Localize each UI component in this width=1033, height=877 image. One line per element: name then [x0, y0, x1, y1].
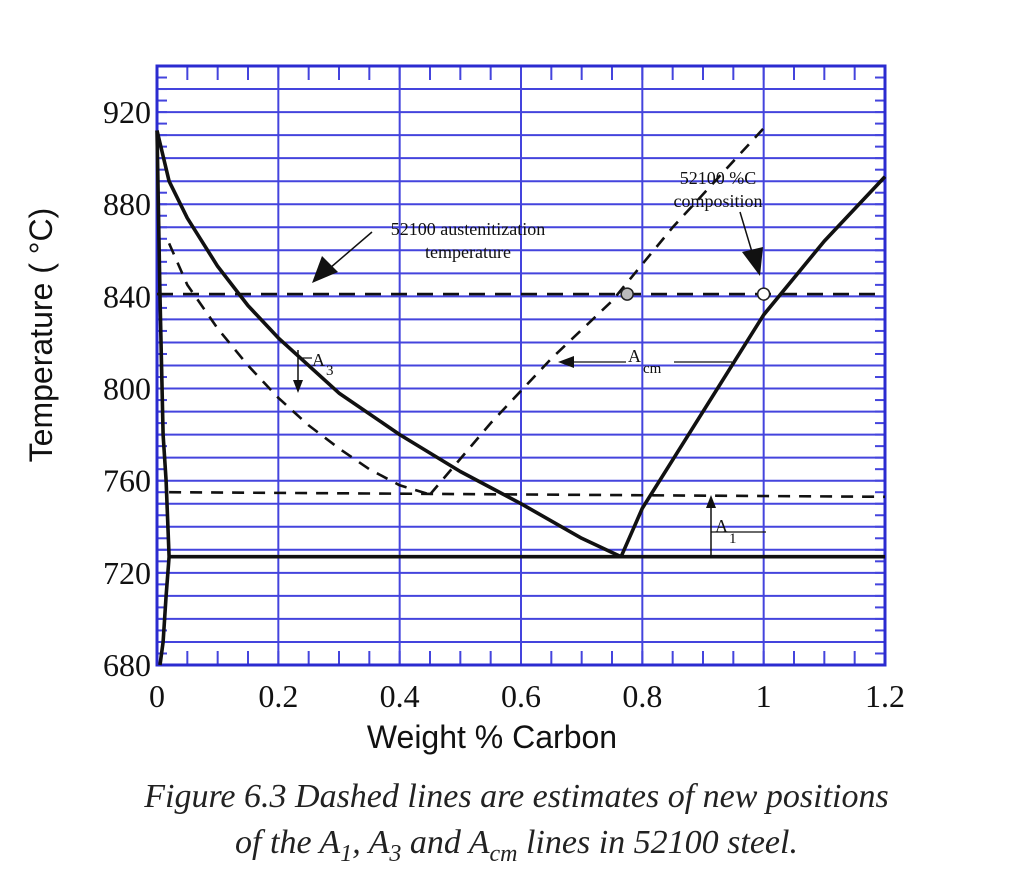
y-axis-title: Temperature ( °C) — [23, 208, 59, 463]
y-tick-label: 920 — [103, 94, 151, 130]
annotation-austenitization-label-2: temperature — [425, 242, 511, 262]
frame-ticks — [157, 66, 885, 665]
figure-caption-line-2: of the A1, A3 and Acm lines in 52100 ste… — [0, 824, 1033, 868]
annotation-a1: A 1 — [706, 495, 766, 555]
caption-sub-1: 1 — [340, 840, 353, 867]
dashed-series-line — [169, 490, 886, 499]
figure-caption-line-1: Figure 6.3 Dashed lines are estimates of… — [144, 778, 889, 815]
x-axis-title: Weight % Carbon — [367, 719, 617, 755]
caption-part-b: , A — [352, 824, 390, 861]
caption-part-d: lines in 52100 steel. — [517, 824, 798, 861]
caption-part-a: of the A — [235, 824, 341, 861]
annotation-composition-label-2: composition — [674, 191, 763, 211]
annotation-acm-label: A — [628, 346, 641, 366]
x-tick-label: 0 — [149, 678, 165, 714]
caption-sub-cm: cm — [489, 840, 518, 867]
annotation-a1-arrowhead — [706, 495, 716, 508]
annotation-austenitization: 52100 austenitization temperature — [312, 219, 545, 283]
y-tick-label: 840 — [103, 278, 151, 314]
x-tick-label: 0.4 — [380, 678, 420, 714]
caption-sub-3: 3 — [389, 840, 402, 867]
annotation-acm-arrowhead — [558, 356, 574, 368]
annotation-a1-label: A — [715, 516, 728, 536]
solid-series-line — [155, 130, 622, 559]
annotation-a3-subscript: 3 — [326, 363, 334, 379]
data-marker — [756, 287, 771, 301]
annotation-a3-label: A — [312, 350, 325, 370]
annotation-acm: A cm — [558, 346, 732, 377]
x-tick-label: 0.8 — [622, 678, 662, 714]
y-tick-label: 720 — [103, 555, 151, 591]
annotation-composition-leader — [739, 211, 753, 253]
annotation-a1-subscript: 1 — [729, 531, 737, 547]
annotation-acm-subscript: cm — [643, 361, 662, 377]
data-marker — [620, 287, 634, 301]
x-tick-label: 0.2 — [258, 678, 298, 714]
x-tick-labels: 0 0.2 0.4 0.6 0.8 1 1.2 — [149, 678, 905, 714]
solid-series-line — [155, 130, 171, 666]
annotation-composition: 52100 %C composition — [674, 168, 763, 276]
annotation-composition-arrowhead — [742, 247, 763, 276]
x-tick-label: 1.2 — [865, 678, 905, 714]
dashed-series-line — [429, 127, 765, 496]
dashed-series-line — [167, 242, 431, 496]
annotation-a3-arrowhead — [293, 380, 303, 393]
annotation-austenitization-arrowhead — [312, 256, 338, 283]
annotation-austenitization-leader — [329, 231, 373, 269]
data-markers — [620, 287, 771, 301]
y-tick-labels: 680 720 760 800 840 880 920 — [103, 94, 151, 683]
annotation-austenitization-label: 52100 austenitization — [391, 219, 545, 239]
annotation-composition-label: 52100 %C — [680, 168, 757, 188]
caption-part-c: and A — [401, 824, 490, 861]
y-tick-label: 800 — [103, 371, 151, 407]
solid-series-line — [619, 175, 887, 558]
x-tick-label: 0.6 — [501, 678, 541, 714]
y-tick-label: 760 — [103, 463, 151, 499]
grid-lines — [157, 66, 885, 665]
annotation-a3: A 3 — [293, 350, 334, 393]
x-tick-label: 1 — [756, 678, 772, 714]
plot-frame — [155, 64, 887, 667]
y-tick-label: 680 — [103, 647, 151, 683]
y-tick-label: 880 — [103, 186, 151, 222]
